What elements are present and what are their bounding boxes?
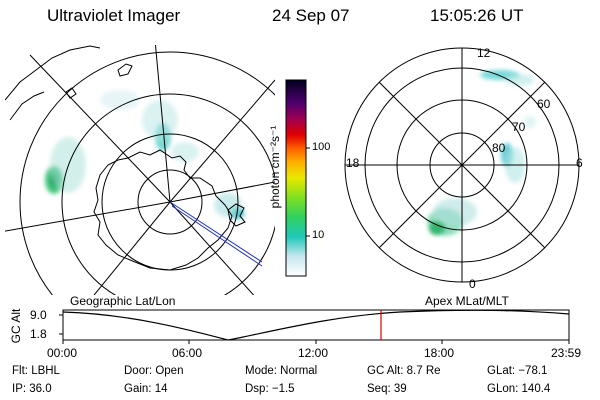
mlat-label-60: 60 (537, 97, 551, 111)
colorbar-tick-100: 100 (312, 141, 331, 153)
mlt-label-18: 18 (346, 156, 360, 170)
meridian-lines (5, 45, 275, 295)
footer-door: Door: Open (124, 365, 184, 377)
mlt-label-6: 6 (576, 156, 583, 170)
mlt-label-0: 0 (469, 277, 476, 291)
island-coastline (65, 87, 77, 99)
timeline-right-title: Apex MLat/MLT (425, 294, 509, 308)
timeline-y-tick-1: 1.8 (30, 327, 47, 341)
timeline-x-tick-0: 00:00 (47, 346, 78, 360)
west-coastline (9, 91, 45, 121)
timeline-x-tick-2: 12:00 (298, 346, 329, 360)
latitude-circles (19, 51, 275, 295)
footer-gc-alt: GC Alt: 8.7 Re (367, 365, 441, 377)
aurora-emission-geo (45, 90, 244, 219)
mlat-label-80: 80 (492, 141, 506, 155)
mlt-label-12: 12 (477, 46, 491, 60)
ground-track (169, 201, 263, 267)
timeline-x-tick-3: 18:00 (424, 346, 455, 360)
australia-coastline (5, 45, 101, 101)
footer-ip: IP: 36.0 (12, 383, 52, 395)
footer-glat: GLat: −78.1 (487, 365, 548, 377)
colorbar-tick-10: 10 (312, 229, 325, 241)
antarctica-coastline (93, 149, 233, 271)
timeline-x-tick-1: 06:00 (172, 346, 203, 360)
altitude-timeline (59, 309, 570, 344)
footer-glon: GLon: 140.4 (487, 383, 551, 395)
footer-dsp: Dsp: −1.5 (245, 383, 295, 395)
peninsula-coastline (227, 203, 246, 227)
timeline-left-title: Geographic Lat/Lon (70, 294, 176, 308)
mlt-lines (345, 48, 579, 282)
altitude-curve (62, 309, 570, 341)
colorbar-unit-label: photon cm⁻²s⁻¹ (268, 125, 282, 209)
aurora-emission-mlt (427, 70, 536, 236)
colorbar (285, 79, 310, 277)
date-label: 24 Sep 07 (272, 6, 350, 25)
time-label: 15:05:26 UT (430, 6, 524, 25)
footer-flt: Flt: LBHL (12, 365, 60, 377)
timeline-y-tick-9: 9.0 (30, 308, 47, 322)
timeline-x-tick-4: 23:59 (551, 346, 582, 360)
mlat-label-70: 70 (512, 120, 526, 134)
mlt-polar-plot (344, 47, 580, 283)
instrument-title: Ultraviolet Imager (47, 6, 181, 25)
tasmania-coastline (117, 63, 133, 77)
geographic-map (5, 45, 275, 295)
footer-seq: Seq: 39 (367, 383, 407, 395)
footer-mode: Mode: Normal (245, 365, 318, 377)
footer-gain: Gain: 14 (124, 383, 168, 395)
timeline-y-label: GC Alt (9, 308, 23, 344)
